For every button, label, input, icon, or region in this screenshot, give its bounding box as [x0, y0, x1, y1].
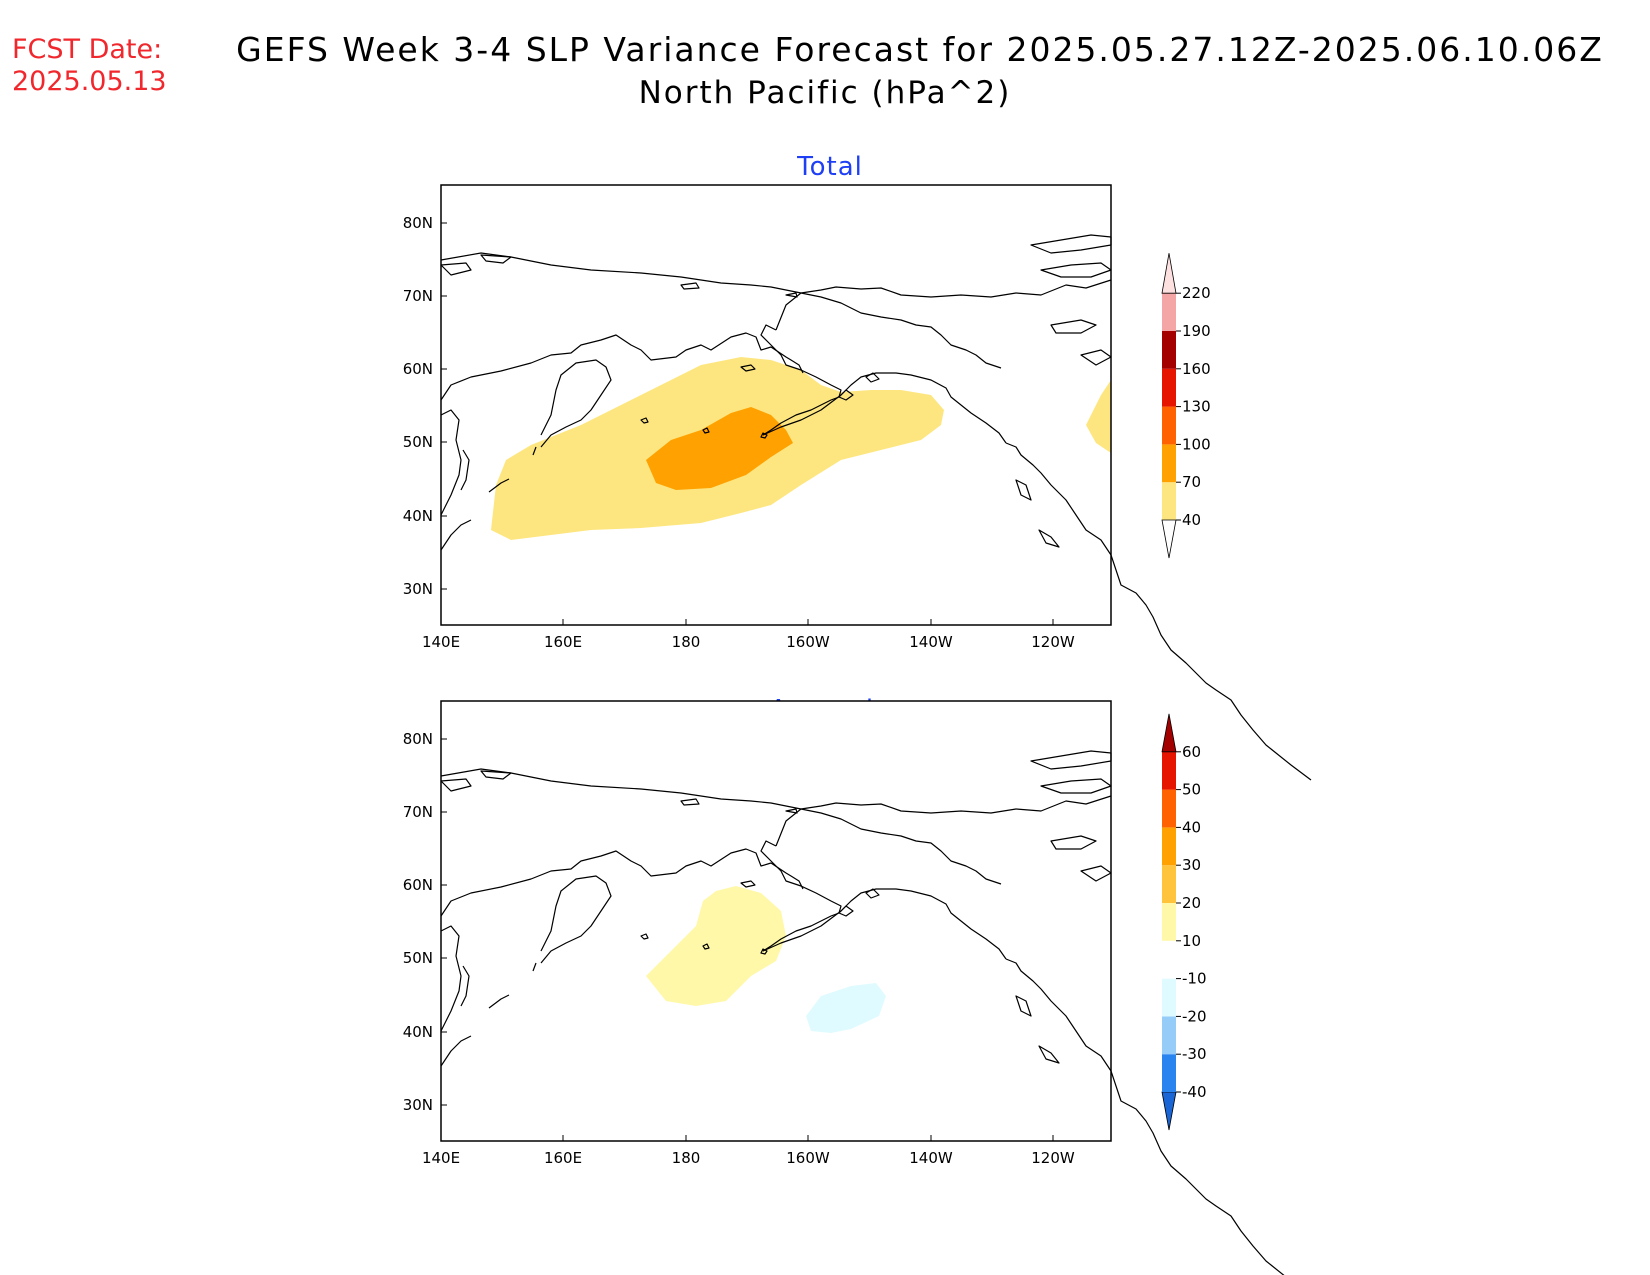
total-lat-tick-label: 60N [403, 360, 433, 378]
anomaly-colorbar-bottom-arrow [1161, 1091, 1177, 1131]
total-lon-tick-label: 180 [672, 633, 701, 651]
total-colorbar-label: 160 [1182, 360, 1211, 378]
total-lat-tick-label: 80N [403, 214, 433, 232]
anomaly-lat-tick-label: 70N [403, 803, 433, 821]
anomaly-colorbar-segment [1162, 789, 1176, 828]
anomaly-colorbar-label: 30 [1182, 856, 1201, 874]
anomaly-colorbar-segment [1162, 865, 1176, 903]
anomaly-lon-tick-label: 140E [422, 1149, 460, 1167]
total-contour-70 [646, 407, 793, 490]
anomaly-map-panel [440, 700, 1312, 1275]
total-lon-tick-label: 160W [786, 633, 830, 651]
total-lon-tick-label: 140E [422, 633, 460, 651]
anomaly-colorbar-label: -10 [1182, 970, 1207, 988]
anomaly-colorbar-segment [1162, 751, 1176, 790]
total-map-panel [440, 184, 1312, 781]
anomaly-lon-tick-label: 180 [672, 1149, 701, 1167]
anomaly-lat-tick-label: 40N [403, 1023, 433, 1041]
anomaly-colorbar-label: -30 [1182, 1045, 1207, 1063]
total-colorbar-segment [1162, 331, 1176, 369]
anomaly-colorbar-label: 40 [1182, 818, 1201, 836]
total-lon-tick-label: 160E [544, 633, 582, 651]
total-colorbar-bottom-arrow [1161, 519, 1177, 559]
anomaly-colorbar-top-arrow [1161, 713, 1177, 753]
axis-tick-labels: 80N 70N 60N 50N 40N 30N 140E 160E 180 160W 140W 120… [403, 214, 1075, 1167]
figure-title: GEFS Week 3-4 SLP Variance Forecast for … [236, 30, 1604, 69]
anomaly-colorbar-label: -20 [1182, 1007, 1207, 1025]
total-lat-tick-label: 70N [403, 287, 433, 305]
anomaly-colorbar-label: 10 [1182, 932, 1201, 950]
figure-subtitle: North Pacific (hPa^2) [638, 75, 1012, 111]
anomaly-lon-tick-label: 140W [909, 1149, 953, 1167]
anomaly-colorbar-label: 60 [1182, 743, 1201, 761]
total-colorbar-label: 220 [1182, 284, 1211, 302]
total-colorbar-segment [1162, 444, 1176, 483]
total-lat-tick-label: 40N [403, 507, 433, 525]
total-colorbar-label: 190 [1182, 322, 1211, 340]
anomaly-lat-tick-label: 50N [403, 949, 433, 967]
total-colorbar-top-arrow [1161, 253, 1177, 294]
anomaly-contour-10 [646, 886, 786, 1006]
anomaly-contour-neg10 [806, 983, 886, 1033]
anomaly-lon-tick-label: 160W [786, 1149, 830, 1167]
total-colorbar-label: 40 [1182, 511, 1201, 529]
anomaly-colorbar-label: -40 [1182, 1083, 1207, 1101]
total-colorbar-segment [1162, 482, 1176, 520]
anomaly-colorbar-segment [1162, 978, 1176, 1017]
anomaly-colorbar-label: 50 [1182, 781, 1201, 799]
anomaly-lon-tick-label: 160E [544, 1149, 582, 1167]
total-contour-40-east [1086, 380, 1111, 453]
anomaly-lat-tick-label: 80N [403, 730, 433, 748]
total-lon-tick-label: 140W [909, 633, 953, 651]
total-colorbar-segment [1162, 368, 1176, 407]
total-panel-title: Total [797, 152, 863, 182]
total-lat-tick-label: 50N [403, 433, 433, 451]
anomaly-colorbar-segment [1162, 1016, 1176, 1055]
anomaly-lon-tick-label: 120W [1031, 1149, 1075, 1167]
anomaly-lat-tick-label: 30N [403, 1096, 433, 1114]
anomaly-lat-tick-label: 60N [403, 876, 433, 894]
total-lat-tick-label: 30N [403, 580, 433, 598]
forecast-date-value: 2025.05.13 [12, 66, 167, 97]
total-colorbar-label: 70 [1182, 473, 1201, 491]
colorbars: 40 70 100 130 160 190 220 -40 -30 -20 -10 10 20 30 40 5… [1161, 253, 1211, 1131]
total-colorbar-segment [1162, 406, 1176, 445]
anomaly-colorbar-segment [1162, 827, 1176, 866]
total-colorbar-segment [1162, 293, 1176, 331]
anomaly-colorbar-segment [1162, 903, 1176, 941]
anomaly-colorbar-segment [1162, 1054, 1176, 1092]
anomaly-colorbar-segment [1162, 940, 1176, 979]
total-colorbar-label: 130 [1182, 398, 1211, 416]
total-lon-tick-label: 120W [1031, 633, 1075, 651]
anomaly-colorbar-label: 20 [1182, 894, 1201, 912]
total-colorbar-label: 100 [1182, 435, 1211, 453]
forecast-date-label: FCST Date: [12, 34, 163, 65]
